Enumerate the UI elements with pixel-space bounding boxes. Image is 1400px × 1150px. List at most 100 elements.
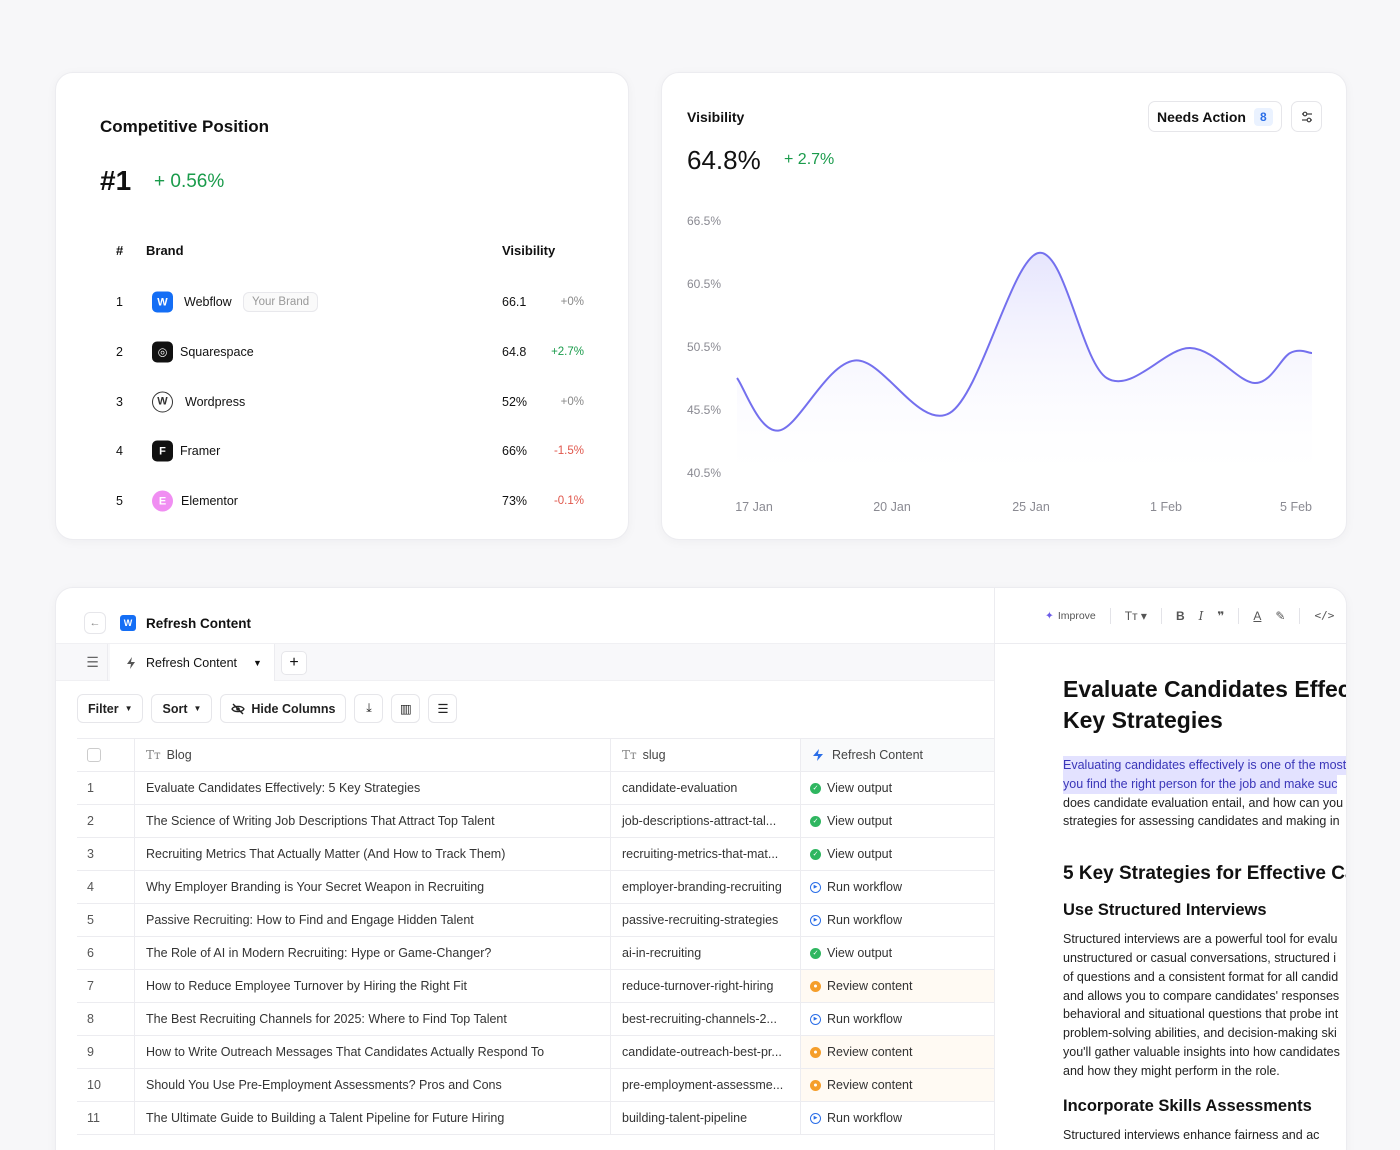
action-cell[interactable]: ▶ Run workflow [801,1102,994,1134]
table-row[interactable]: 11 The Ultimate Guide to Building a Talen… [77,1102,994,1135]
improve-button[interactable]: ✦ Improve [1045,610,1096,622]
action-label: View output [827,946,893,960]
settings-button[interactable] [1291,101,1322,132]
table-row[interactable]: 4 Why Employer Branding is Your Secret We… [77,871,994,904]
slug-cell[interactable]: employer-branding-recruiting [611,871,801,903]
row-number: 8 [77,1003,135,1035]
highlight-button[interactable]: ✎ [1275,609,1285,623]
action-cell[interactable]: ● Review content [801,1069,994,1101]
blog-cell[interactable]: Should You Use Pre-Employment Assessment… [135,1069,611,1101]
action-cell[interactable]: ✓ View output [801,772,994,804]
blog-cell[interactable]: The Role of AI in Modern Recruiting: Hyp… [135,937,611,969]
menu-button[interactable]: ☰ [78,644,108,681]
brand-row[interactable]: 2 ◎ Squarespace 64.8 +2.7% [56,334,628,370]
brand-row[interactable]: 5 E Elementor 73% -0.1% [56,483,628,519]
needs-action-button[interactable]: Needs Action 8 [1148,101,1282,132]
blog-cell[interactable]: The Ultimate Guide to Building a Talent … [135,1102,611,1134]
subsection-heading-interviews: Use Structured Interviews [1063,901,1267,920]
blog-cell[interactable]: The Science of Writing Job Descriptions … [135,805,611,837]
blog-cell[interactable]: Recruiting Metrics That Actually Matter … [135,838,611,870]
text-style-button[interactable]: Tт ▾ [1125,609,1147,623]
table-row[interactable]: 9 How to Write Outreach Messages That Can… [77,1036,994,1069]
row-number: 2 [77,805,135,837]
text-size-icon: Tт ▾ [1124,608,1147,623]
blog-cell[interactable]: Evaluate Candidates Effectively: 5 Key S… [135,772,611,804]
slug-cell[interactable]: passive-recruiting-strategies [611,904,801,936]
column-header-action[interactable]: Refresh Content [801,739,994,771]
header-brand: Brand [146,243,184,258]
column-action-label: Refresh Content [832,748,924,762]
content-table: Tт Blog Tт slug Refresh Content 1 Evaluate … [77,738,994,1135]
blog-cell[interactable]: How to Reduce Employee Turnover by Hirin… [135,970,611,1002]
brand-name: Framer [180,444,221,459]
code-button[interactable]: </> [1314,609,1334,622]
action-cell[interactable]: ✓ View output [801,937,994,969]
brand-row[interactable]: 1 W Webflow 66.1 +0% Your Brand [56,284,628,320]
slug-cell[interactable]: recruiting-metrics-that-mat... [611,838,801,870]
slug-cell[interactable]: pre-employment-assessme... [611,1069,801,1101]
status-run-icon: ▶ [810,1112,821,1124]
download-button[interactable]: ⤓ [354,694,384,723]
visibility-card: Visibility 64.8% + 2.7% Needs Action 8 6… [661,72,1347,540]
action-cell[interactable]: ▶ Run workflow [801,904,994,936]
text-color-button[interactable]: A [1253,609,1261,623]
chevron-down-icon: ▼ [193,704,202,713]
column-header-blog[interactable]: Tт Blog [135,739,611,771]
status-review-icon: ● [810,1046,821,1058]
row-number: 4 [77,871,135,903]
slug-cell[interactable]: job-descriptions-attract-tal... [611,805,801,837]
slug-cell[interactable]: ai-in-recruiting [611,937,801,969]
table-row[interactable]: 10 Should You Use Pre-Employment Assessme… [77,1069,994,1102]
add-tab-button[interactable]: + [281,651,307,675]
table-row[interactable]: 2 The Science of Writing Job Descriptions… [77,805,994,838]
italic-button[interactable]: I [1199,609,1204,623]
table-row[interactable]: 3 Recruiting Metrics That Actually Matter… [77,838,994,871]
highlighted-text: you find the right person for the job an… [1063,774,1338,794]
slug-cell[interactable]: candidate-outreach-best-pr... [611,1036,801,1068]
action-cell[interactable]: ● Review content [801,970,994,1002]
editor-body[interactable]: Evaluate Candidates Effectively: 5 Key S… [1063,674,1346,1144]
blog-cell[interactable]: How to Write Outreach Messages That Cand… [135,1036,611,1068]
brand-visibility: 64.8 [502,344,527,359]
table-row[interactable]: 5 Passive Recruiting: How to Find and Eng… [77,904,994,937]
hide-columns-button[interactable]: Hide Columns [220,694,347,723]
table-row[interactable]: 8 The Best Recruiting Channels for 2025: … [77,1003,994,1036]
sort-button[interactable]: Sort ▼ [151,694,213,723]
intro-paragraph: Evaluating candidates effectively is one… [1063,756,1346,831]
table-row[interactable]: 7 How to Reduce Employee Turnover by Hiri… [77,970,994,1003]
brand-row[interactable]: 4 F Framer 66% -1.5% [56,433,628,469]
brand-logo-icon: W [152,391,173,413]
select-all-checkbox[interactable] [87,748,101,762]
table-row[interactable]: 6 The Role of AI in Modern Recruiting: Hy… [77,937,994,970]
bold-button[interactable]: B [1176,609,1185,623]
slug-cell[interactable]: candidate-evaluation [611,772,801,804]
columns-button[interactable]: ▥ [391,694,421,723]
blog-cell[interactable]: Why Employer Branding is Your Secret Wea… [135,871,611,903]
slug-cell[interactable]: reduce-turnover-right-hiring [611,970,801,1002]
action-cell[interactable]: ▶ Run workflow [801,1003,994,1035]
content-editor: ✦ Improve Tт ▾ B I ❞ A ✎ </> Evaluate Can… [994,588,1346,1150]
quote-button[interactable]: ❞ [1217,609,1224,623]
subsection-heading-skills: Incorporate Skills Assessments [1063,1096,1312,1115]
action-cell[interactable]: ▶ Run workflow [801,871,994,903]
table-row[interactable]: 1 Evaluate Candidates Effectively: 5 Key … [77,772,994,805]
blog-cell[interactable]: Passive Recruiting: How to Find and Enga… [135,904,611,936]
blog-cell[interactable]: The Best Recruiting Channels for 2025: W… [135,1003,611,1035]
action-cell[interactable]: ● Review content [801,1036,994,1068]
brand-row[interactable]: 3 W Wordpress 52% +0% [56,384,628,420]
action-cell[interactable]: ✓ View output [801,805,994,837]
tab-refresh-content[interactable]: Refresh Content ▼ [110,644,275,681]
status-run-icon: ▶ [810,881,821,893]
tab-bar: ☰ Refresh Content ▼ + [56,643,994,681]
filter-button[interactable]: Filter ▼ [77,694,144,723]
paragraph-line: strategies for assessing candidates and … [1063,814,1340,829]
eye-off-icon [231,703,246,714]
slug-cell[interactable]: best-recruiting-channels-2... [611,1003,801,1035]
rows-button[interactable]: ☰ [428,694,458,723]
action-label: Run workflow [827,1111,903,1125]
column-header-slug[interactable]: Tт slug [611,739,801,771]
action-cell[interactable]: ✓ View output [801,838,994,870]
paragraph-line: you find the right person for the job an… [1063,774,1346,794]
slug-cell[interactable]: building-talent-pipeline [611,1102,801,1134]
back-button[interactable]: ← [84,612,106,634]
